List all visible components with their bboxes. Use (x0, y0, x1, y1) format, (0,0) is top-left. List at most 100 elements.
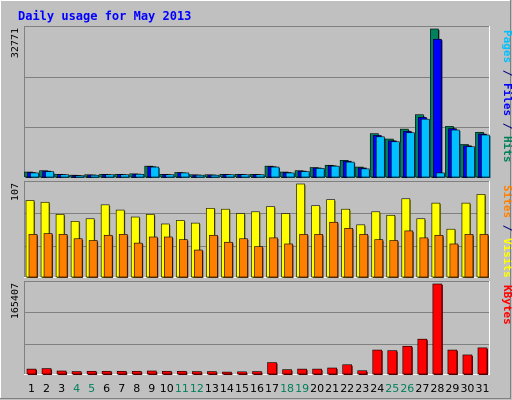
bar-kbytes-kbytes-14 (222, 371, 233, 375)
legend-item: / (501, 218, 512, 238)
x-label-day-19: 19 (295, 382, 309, 395)
bar-face (345, 161, 355, 178)
bar-face (462, 354, 473, 375)
bar-face (330, 165, 340, 178)
bar-face (360, 168, 370, 178)
bar-files-pages-1 (30, 172, 40, 178)
bar-face (165, 174, 175, 178)
bar-files-pages-4 (75, 175, 85, 178)
bar-files-pages-30 (466, 146, 476, 178)
bar-kbytes-kbytes-29 (447, 349, 458, 375)
bar-files-pages-5 (90, 174, 100, 178)
bar-visits-sites-15 (239, 238, 249, 278)
bar-face (282, 369, 292, 375)
bar-face (209, 234, 218, 278)
bar-face (177, 370, 187, 375)
x-label-day-21: 21 (325, 382, 339, 395)
bar-kbytes-kbytes-8 (131, 370, 143, 375)
x-label-day-11: 11 (175, 382, 189, 395)
x-label-day-8: 8 (133, 382, 140, 395)
bar-face (389, 240, 399, 278)
bar-face (28, 234, 38, 278)
panel-files: 32771 Pages / Files / Hits (10, 26, 512, 179)
bar-files-pages-11 (180, 172, 190, 178)
x-label-day-22: 22 (340, 382, 354, 395)
bar-files-pages-26 (406, 132, 416, 178)
x-label-day-20: 20 (310, 382, 324, 395)
bar-face (30, 172, 39, 178)
bar-visits-sites-19 (299, 234, 309, 278)
bar-face (421, 118, 430, 178)
legend-item: / (501, 63, 512, 83)
bar-face (239, 238, 248, 278)
bar-visits-sites-23 (359, 234, 369, 278)
bar-face (240, 174, 250, 178)
bar-visits-sites-10 (164, 236, 174, 278)
bar-face (342, 364, 352, 375)
bar-face (312, 368, 322, 375)
bar-face (390, 141, 400, 178)
bar-kbytes-kbytes-16 (252, 371, 263, 375)
bar-files-pages-28 (436, 172, 446, 178)
panel-files-max-label: 32771 (10, 28, 21, 58)
x-label-day-27: 27 (415, 382, 429, 395)
bar-visits-sites-16 (254, 246, 264, 278)
bar-kbytes-kbytes-25 (387, 350, 398, 375)
bar-face (237, 371, 247, 375)
bar-kbytes-kbytes-12 (192, 371, 203, 375)
bar-visits-sites-9 (148, 236, 159, 278)
bar-face (252, 371, 262, 375)
bar-kbytes-kbytes-21 (327, 367, 338, 375)
bar-face (210, 174, 220, 178)
x-label-day-23: 23 (355, 382, 369, 395)
x-label-day-28: 28 (430, 382, 444, 395)
bar-kbytes-kbytes-13 (207, 371, 218, 375)
bar-visits-sites-20 (314, 234, 324, 278)
bar-files-pages-8 (135, 173, 145, 178)
bar-face (43, 233, 53, 278)
x-label-day-4: 4 (73, 382, 80, 395)
bar-face (419, 237, 429, 278)
bar-face (71, 371, 82, 375)
bar-face (329, 221, 338, 278)
legend-item: / (501, 116, 512, 136)
x-label-day-16: 16 (250, 382, 264, 395)
bar-visits-sites-26 (404, 230, 414, 278)
bar-kbytes-kbytes-30 (462, 354, 473, 375)
bar-files-pages-21 (330, 165, 341, 178)
bar-face (179, 239, 188, 278)
bar-visits-sites-2 (43, 233, 54, 278)
bar-files-pages-22 (345, 161, 356, 178)
bar-files-pages-16 (255, 174, 265, 178)
bar-face (404, 230, 414, 278)
bar-face (436, 172, 445, 178)
bar-face (207, 371, 217, 375)
bar-kbytes-kbytes-5 (86, 370, 98, 375)
bar-kbytes-kbytes-7 (116, 370, 128, 375)
bar-visits-sites-7 (118, 234, 129, 278)
bar-face (267, 362, 277, 375)
bar-face (73, 238, 83, 278)
bar-files-pages-27 (421, 118, 431, 178)
x-label-day-24: 24 (370, 382, 384, 395)
bar-kbytes-kbytes-4 (71, 371, 83, 375)
bar-face (344, 228, 353, 278)
bar-kbytes-kbytes-23 (357, 370, 368, 375)
bar-files-pages-3 (60, 174, 70, 178)
bar-kbytes-kbytes-20 (312, 368, 323, 375)
bar-kbytes-kbytes-11 (177, 370, 188, 375)
bar-kbytes-kbytes-17 (267, 362, 278, 375)
bar-face (432, 283, 443, 375)
bar-face (75, 175, 84, 178)
bar-face (131, 370, 142, 375)
x-label-day-26: 26 (400, 382, 414, 395)
bar-face (150, 166, 160, 178)
bar-kbytes-kbytes-10 (162, 370, 173, 375)
panel-visits-max-label: 107 (10, 183, 21, 201)
bar-face (105, 174, 114, 178)
bar-kbytes-kbytes-15 (237, 371, 248, 375)
bar-face (417, 338, 428, 375)
bar-visits-sites-12 (194, 249, 204, 278)
bar-kbytes-kbytes-3 (56, 370, 68, 375)
